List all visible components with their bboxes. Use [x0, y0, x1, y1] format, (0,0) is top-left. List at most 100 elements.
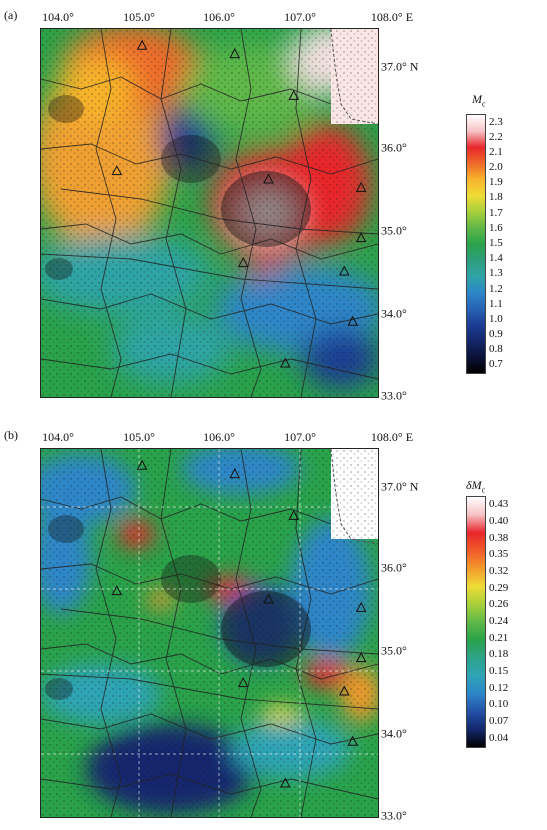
colorbar-tick-label: 0.29 [489, 581, 509, 594]
colorbar-tick-label: 0.26 [489, 598, 509, 611]
lat-tick: 34.0° [381, 306, 407, 321]
station-layer [111, 39, 367, 368]
station-triangle-icon [288, 89, 300, 100]
graticule [41, 449, 378, 817]
colorbar-tick-label: 2.3 [489, 115, 503, 128]
earthquake-scatter [41, 29, 378, 397]
delta-mc-heatmap [40, 448, 379, 818]
station-triangle-icon [136, 459, 148, 470]
lon-tick: 107.0° [284, 10, 316, 24]
lat-tick: 37.0° N [381, 479, 419, 494]
colorbar-tick-label: 0.10 [489, 698, 509, 711]
lon-tick: 105.0° [123, 10, 155, 24]
panel-label: (a) [4, 8, 18, 22]
colorbar-tick-label: 0.04 [489, 731, 509, 744]
mc-heatmap [40, 28, 379, 398]
colorbar-tick-label: 0.43 [489, 498, 509, 511]
event-cluster [161, 135, 221, 183]
colorbar-title: Mc [472, 92, 486, 109]
colorbar-tick-label: 0.9 [489, 328, 503, 341]
event-cluster [48, 95, 84, 123]
colorbar-tick-label: 1.5 [489, 237, 503, 249]
colorbar-tick-label: 1.6 [489, 221, 503, 234]
province-border [330, 449, 378, 545]
event-cluster [45, 258, 73, 280]
lat-tick: 36.0° [381, 560, 407, 575]
station-triangle-icon [229, 48, 241, 59]
lat-tick: 34.0° [381, 726, 407, 741]
lat-tick: 35.0° [381, 643, 407, 658]
panel-b-delta-mc-map: (b) 104.0° 105.0° 106.0° 107.0° 108.0° E [0, 420, 547, 830]
station-triangle-icon [279, 357, 291, 368]
station-triangle-icon [279, 777, 291, 788]
colorbar-tick-label: 0.12 [489, 681, 509, 694]
station-triangle-icon [111, 165, 123, 176]
station-triangle-icon [347, 315, 359, 326]
colorbar-tick-label: 1.2 [489, 282, 503, 295]
station-triangle-icon [229, 468, 241, 479]
station-triangle-icon [237, 257, 249, 268]
colorbar-tick-label: 0.8 [489, 343, 503, 356]
colorbar-tick-label: 1.9 [489, 176, 503, 189]
lon-tick: 108.0° E [370, 430, 414, 444]
colorbar-a [466, 114, 486, 374]
lon-tick: 104.0° [42, 430, 74, 444]
lat-tick: 33.0° [381, 388, 407, 403]
colorbar-tick-label: 2.0 [489, 161, 503, 174]
lat-tick: 35.0° [381, 223, 407, 238]
lon-tick: 104.0° [42, 10, 74, 24]
station-triangle-icon [347, 735, 359, 746]
colorbar-tick-label: 2.2 [489, 130, 503, 143]
colorbar-tick-label: 0.21 [489, 631, 509, 644]
colorbar-tick-label: 0.32 [489, 565, 509, 577]
colorbar-tick-label: 1.4 [489, 252, 503, 265]
lon-tick: 105.0° [123, 430, 155, 444]
station-triangle-icon [355, 181, 367, 192]
station-triangle-icon [237, 677, 249, 688]
station-triangle-icon [288, 509, 300, 520]
lat-tick: 36.0° [381, 140, 407, 155]
colorbar-tick-label: 1.8 [489, 191, 503, 204]
lat-tick: 37.0° N [381, 59, 419, 74]
panel-label: (b) [4, 428, 18, 442]
panel-a-mc-map: (a) 104.0° 105.0° 106.0° 107.0° 108.0° E [0, 0, 547, 410]
event-cluster [221, 171, 311, 247]
colorbar-tick-label: 0.15 [489, 665, 509, 677]
colorbar-tick-label: 0.35 [489, 548, 509, 561]
colorbar-tick-label: 0.38 [489, 531, 509, 544]
lon-tick: 106.0° [203, 430, 235, 444]
station-triangle-icon [355, 652, 367, 663]
lon-tick: 107.0° [284, 430, 316, 444]
colorbar-b [466, 496, 486, 748]
lon-tick: 106.0° [203, 10, 235, 24]
station-triangle-icon [355, 232, 367, 243]
colorbar-tick-label: 1.0 [489, 312, 503, 325]
lat-tick: 33.0° [381, 808, 407, 823]
station-triangle-icon [263, 593, 274, 604]
station-triangle-icon [355, 601, 367, 612]
colorbar-tick-label: 1.7 [489, 206, 503, 219]
map-canvas-b [41, 449, 378, 817]
event-cluster [48, 515, 84, 543]
station-triangle-icon [338, 265, 350, 276]
colorbar-tick-label: 1.3 [489, 267, 503, 280]
station-triangle-icon [136, 39, 148, 50]
colorbar-tick-label: 0.7 [489, 358, 503, 371]
colorbar-tick-label: 0.40 [489, 515, 509, 527]
colorbar-title: δMc [466, 478, 486, 495]
earthquake-scatter [41, 449, 378, 817]
colorbar-tick-label: 1.1 [489, 297, 503, 310]
station-triangle-icon [338, 685, 350, 696]
map-canvas-a [41, 29, 378, 397]
station-triangle-icon [111, 585, 123, 596]
station-triangle-icon [263, 173, 274, 184]
event-cluster [45, 678, 73, 700]
station-layer [111, 459, 367, 788]
colorbar-tick-label: 0.18 [489, 648, 509, 661]
colorbar-tick-label: 0.07 [489, 715, 509, 727]
event-cluster [161, 555, 221, 603]
event-cluster [221, 591, 311, 667]
colorbar-tick-label: 2.1 [489, 145, 503, 158]
colorbar-tick-label: 0.24 [489, 615, 509, 627]
province-border [330, 29, 378, 125]
